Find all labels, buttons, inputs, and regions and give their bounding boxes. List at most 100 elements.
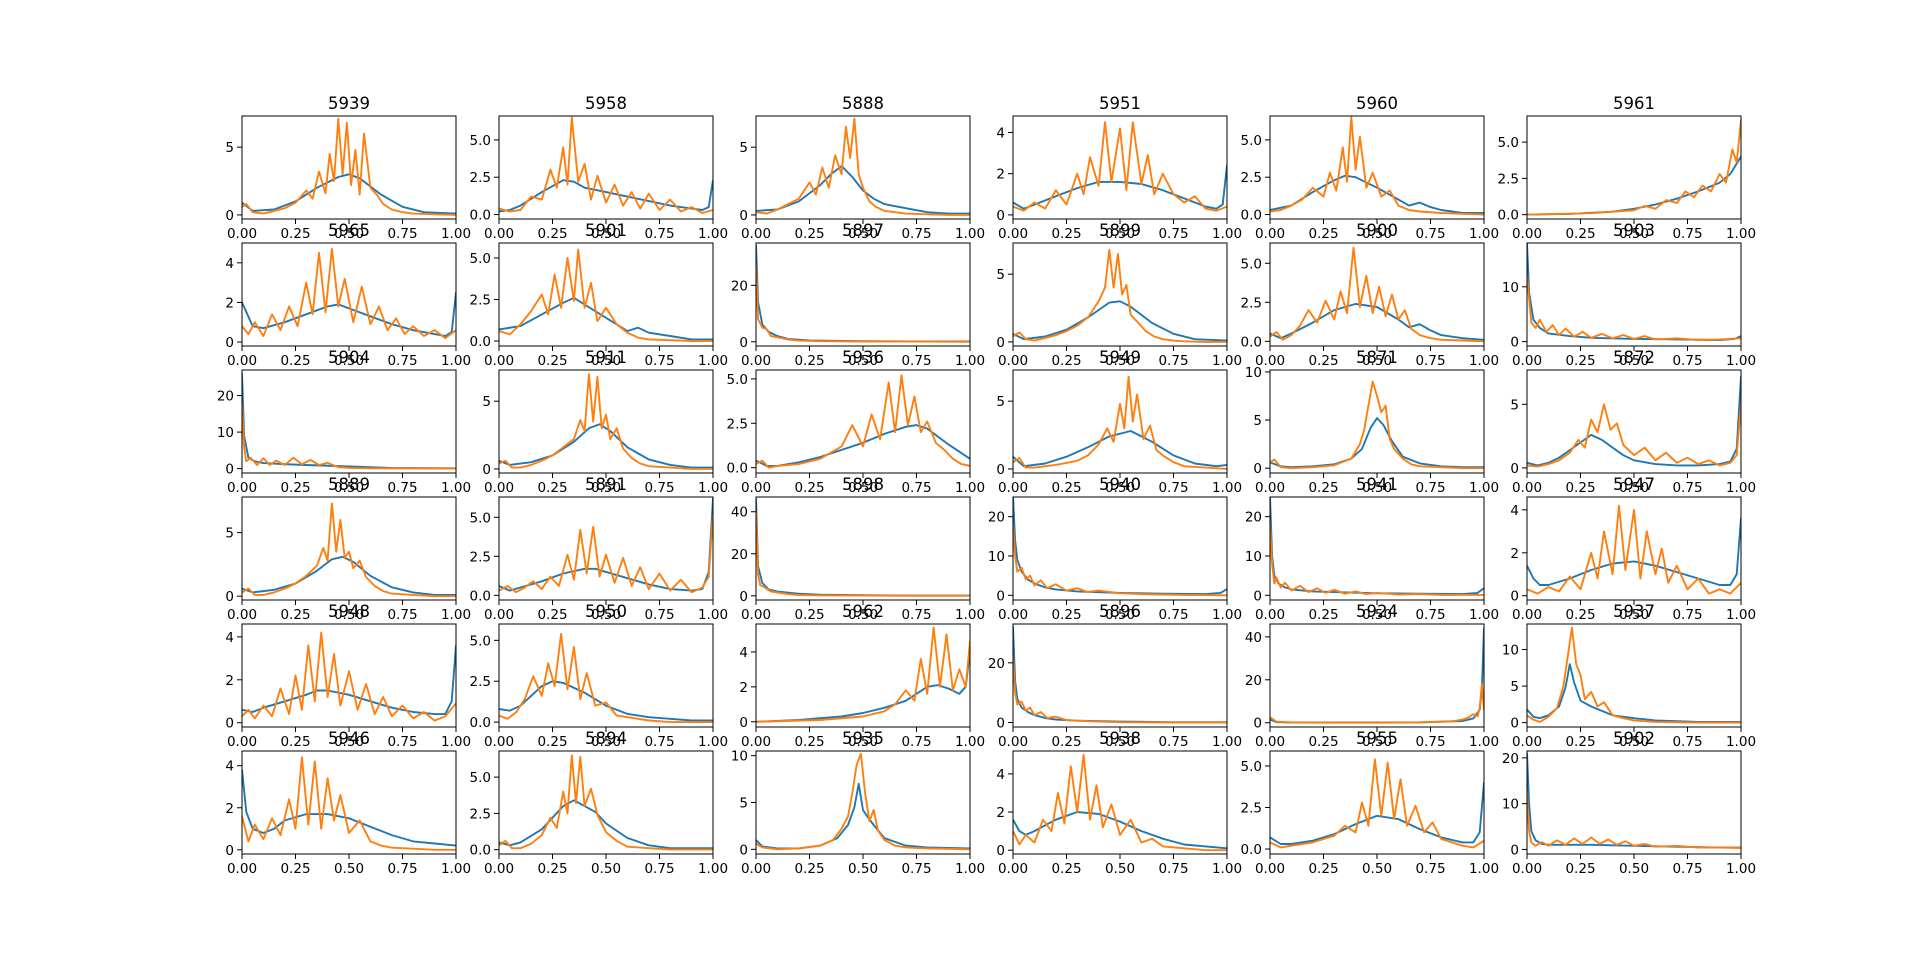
- subplot-title: 5939: [328, 94, 370, 113]
- series-group: [1013, 248, 1227, 343]
- series-line-smooth: [499, 296, 713, 341]
- x-tick-label: 0.00: [484, 480, 514, 496]
- x-tick-label: 0.75: [1672, 480, 1702, 496]
- y-tick-label: 20: [731, 547, 748, 563]
- subplot-5904: 0.00 0.25 0.50 0.75 1.00 0 10 20 5904: [217, 348, 471, 496]
- subplot-5902: 0.00 0.25 0.50 0.75 1.00 0 10 20 5902: [1502, 729, 1756, 877]
- series-line-raw: [1527, 793, 1741, 849]
- y-tick-label: 2.5: [1498, 171, 1519, 187]
- x-tick-label: 0.75: [901, 226, 931, 242]
- y-tick-label: 4: [996, 125, 1005, 141]
- x-tick-label: 0.00: [1255, 226, 1285, 242]
- x-tick-label: 0.25: [1308, 734, 1338, 750]
- y-tick-label: 5: [996, 267, 1005, 283]
- series-line-raw: [756, 374, 970, 469]
- x-tick-label: 0.50: [1105, 861, 1135, 877]
- subplot-title: 5897: [842, 221, 884, 240]
- y-tick-label: 4: [739, 645, 748, 661]
- y-tick-label: 2.5: [470, 549, 491, 565]
- y-tick-label: 20: [1502, 751, 1519, 767]
- x-tick-label: 0.75: [1415, 861, 1445, 877]
- subplot-5897: 0.00 0.25 0.50 0.75 1.00 0 20 5897: [731, 221, 985, 369]
- y-tick-label: 5: [482, 394, 491, 410]
- y-tick-label: 5.0: [470, 133, 491, 149]
- x-tick-label: 0.00: [227, 226, 257, 242]
- series-line-smooth: [1270, 781, 1484, 845]
- series-line-raw: [1527, 403, 1741, 468]
- x-tick-label: 0.50: [1362, 734, 1392, 750]
- y-tick-label: 0: [996, 843, 1005, 859]
- x-tick-label: 1.00: [1469, 734, 1499, 750]
- y-tick-label: 0.0: [470, 588, 491, 604]
- x-tick-label: 1.00: [1212, 861, 1242, 877]
- series-group: [1270, 627, 1484, 724]
- subplot-5939: 0.00 0.25 0.50 0.75 1.00 0 5 5939: [225, 94, 471, 242]
- series-line-raw: [242, 756, 456, 851]
- x-tick-label: 0.25: [280, 226, 310, 242]
- x-tick-label: 0.25: [1051, 734, 1081, 750]
- y-tick-label: 5.0: [1241, 759, 1262, 775]
- x-tick-label: 0.25: [1565, 607, 1595, 623]
- subplot-title: 5901: [585, 221, 627, 240]
- x-tick-label: 1.00: [1212, 734, 1242, 750]
- y-tick-label: 0: [996, 588, 1005, 604]
- series-group: [499, 632, 713, 724]
- y-tick-label: 10: [1502, 280, 1519, 296]
- x-tick-label: 0.50: [334, 480, 364, 496]
- subplot-title: 5904: [328, 348, 370, 367]
- subplot-5936: 0.00 0.25 0.50 0.75 1.00 0.0 2.5 5.0 5936: [727, 348, 986, 496]
- y-tick-label: 5: [225, 526, 234, 542]
- series-line-raw: [242, 502, 456, 598]
- x-tick-label: 1.00: [1726, 861, 1756, 877]
- subplot-title: 5900: [1356, 221, 1398, 240]
- x-tick-label: 1.00: [955, 734, 985, 750]
- y-tick-label: 20: [1245, 510, 1262, 526]
- x-tick-label: 1.00: [698, 226, 728, 242]
- y-tick-label: 2.5: [470, 806, 491, 822]
- x-tick-label: 0.25: [537, 226, 567, 242]
- series-line-raw: [756, 117, 970, 216]
- series-group: [242, 372, 456, 470]
- series-group: [499, 373, 713, 470]
- series-line-smooth: [756, 165, 970, 215]
- x-tick-label: 0.75: [1672, 607, 1702, 623]
- subplot-title: 5951: [1099, 94, 1141, 113]
- x-tick-label: 0.75: [387, 734, 417, 750]
- y-tick-label: 0.0: [1241, 334, 1262, 350]
- x-tick-label: 0.75: [644, 353, 674, 369]
- x-tick-label: 0.50: [591, 353, 621, 369]
- y-tick-label: 20: [217, 389, 234, 405]
- subplot-title: 5938: [1099, 729, 1141, 748]
- x-tick-label: 0.25: [1051, 480, 1081, 496]
- y-tick-label: 0: [1253, 461, 1262, 477]
- x-tick-label: 1.00: [955, 353, 985, 369]
- x-tick-label: 0.50: [1619, 607, 1649, 623]
- subplot-5940: 0.00 0.25 0.50 0.75 1.00 0 10 20 5940: [988, 475, 1242, 623]
- series-line-raw: [1527, 119, 1741, 216]
- x-tick-label: 1.00: [955, 861, 985, 877]
- x-tick-label: 1.00: [1726, 480, 1756, 496]
- x-tick-label: 0.00: [484, 607, 514, 623]
- x-tick-label: 0.25: [537, 607, 567, 623]
- x-tick-label: 0.75: [1158, 353, 1188, 369]
- y-tick-label: 2.5: [1241, 295, 1262, 311]
- subplot-5949: 0.00 0.25 0.50 0.75 1.00 0 5 5949: [996, 348, 1242, 496]
- x-tick-label: 0.75: [1672, 861, 1702, 877]
- y-tick-label: 0: [1510, 589, 1519, 605]
- y-tick-label: 0: [225, 208, 234, 224]
- y-tick-label: 2: [225, 801, 234, 817]
- y-tick-label: 5: [996, 394, 1005, 410]
- subplot-5951: 0.00 0.25 0.50 0.75 1.00 0 2 4 5951: [996, 94, 1242, 242]
- series-line-raw: [1527, 504, 1741, 595]
- x-tick-label: 0.25: [1565, 734, 1595, 750]
- y-tick-label: 10: [217, 425, 234, 441]
- series-group: [1527, 626, 1741, 724]
- x-tick-label: 0.25: [1565, 861, 1595, 877]
- x-tick-label: 0.00: [1255, 607, 1285, 623]
- subplot-title: 5940: [1099, 475, 1141, 494]
- x-tick-label: 0.00: [741, 353, 771, 369]
- x-tick-label: 1.00: [1469, 861, 1499, 877]
- series-group: [242, 117, 456, 216]
- subplot-title: 5891: [585, 475, 627, 494]
